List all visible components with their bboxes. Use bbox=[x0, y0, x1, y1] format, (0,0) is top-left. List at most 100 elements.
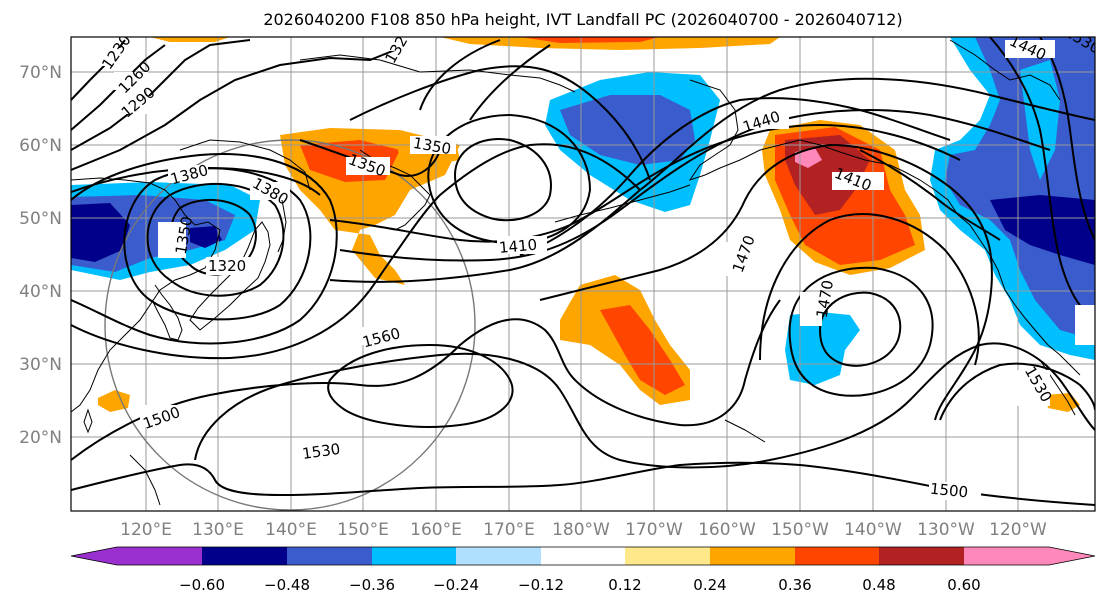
contour-low-west-2 bbox=[146, 182, 285, 297]
contour-label-1320-low: 1320 bbox=[208, 257, 246, 275]
contour-1320-north bbox=[71, 49, 396, 171]
lon-label-130e: 130°E bbox=[192, 520, 244, 540]
contour-low-bering-1 bbox=[453, 138, 552, 222]
contour-low-west-4 bbox=[71, 153, 338, 345]
colorbar-segment-10 bbox=[964, 547, 1095, 565]
lon-label-150e: 150°E bbox=[337, 520, 389, 540]
colorbar-outline bbox=[70, 546, 1096, 566]
ivt-shading bbox=[71, 37, 1095, 412]
contour-low-bering-2 bbox=[427, 113, 592, 245]
ivt-negative-subtropical bbox=[785, 312, 860, 385]
lat-label-20: 20°N bbox=[19, 428, 62, 448]
colorbar-tick-8: 0.48 bbox=[862, 576, 895, 594]
colorbar-segment-5 bbox=[541, 547, 625, 565]
coast-okhotsk bbox=[179, 139, 311, 191]
lat-label-50: 50°N bbox=[19, 209, 62, 229]
contour-label-1470-mid: 1470 bbox=[729, 233, 759, 275]
contour-label-1530-west: 1530 bbox=[301, 440, 341, 463]
contour-1290 bbox=[71, 39, 251, 151]
range-ring bbox=[104, 139, 476, 511]
colorbar-ticks: −0.60 −0.48 −0.36 −0.24 −0.12 0.12 0.24 … bbox=[179, 576, 981, 594]
lon-label-140e: 140°E bbox=[265, 520, 317, 540]
contour-label-1470-high: 1470 bbox=[813, 279, 837, 320]
contour-ne-2 bbox=[1039, 37, 1095, 241]
coast-asia bbox=[71, 177, 221, 413]
lat-label-30: 30°N bbox=[19, 355, 62, 375]
coast-japan bbox=[189, 221, 271, 331]
contour-1470 bbox=[539, 143, 993, 421]
lon-label-170e: 170°E bbox=[483, 520, 535, 540]
contour-1560 bbox=[327, 343, 514, 428]
lon-label-120e: 120°E bbox=[120, 520, 172, 540]
contour-1440 bbox=[519, 97, 951, 256]
ivt-negative-northamerica-3 bbox=[990, 195, 1095, 265]
contour-ridge-1 bbox=[759, 213, 980, 366]
colorbar-tick-9: 0.60 bbox=[947, 576, 980, 594]
map-title: 2026040200 F108 850 hPa height, IVT Land… bbox=[263, 10, 902, 29]
lon-label-130w: 130°W bbox=[917, 520, 975, 540]
coast-canada-north bbox=[949, 39, 1061, 101]
contour-trough-5 bbox=[419, 39, 501, 111]
contour-trough-4 bbox=[349, 65, 651, 181]
contour-1530-west bbox=[194, 342, 1095, 469]
lat-label-60: 60°N bbox=[19, 136, 62, 156]
colorbar-tick-0: −0.60 bbox=[179, 576, 225, 594]
colorbar-segment-4 bbox=[456, 547, 541, 565]
height-contours bbox=[71, 37, 1095, 506]
ivt-positive-arctic-core bbox=[520, 37, 660, 43]
coast-korea bbox=[151, 284, 183, 341]
ivt-negative-bering-2 bbox=[560, 95, 695, 165]
colorbar-tick-2: −0.36 bbox=[349, 576, 395, 594]
contour-label-bg bbox=[96, 37, 1095, 500]
contour-trough-3 bbox=[329, 77, 1095, 283]
colorbar-tick-6: 0.24 bbox=[693, 576, 726, 594]
contour-label-1410: 1410 bbox=[498, 236, 538, 257]
contour-trough-6 bbox=[469, 44, 551, 121]
contour-ne-1 bbox=[989, 37, 1095, 321]
lon-label-120w: 120°W bbox=[989, 520, 1047, 540]
lon-label-160w: 160°W bbox=[698, 520, 756, 540]
coast-siberia-north bbox=[299, 54, 576, 93]
colorbar-segment-8 bbox=[795, 547, 879, 565]
longitude-labels: 120°E 130°E 140°E 150°E 160°E 170°E 180°… bbox=[120, 520, 1047, 540]
colorbar-segment-9 bbox=[879, 547, 964, 565]
contour-1500-west bbox=[71, 299, 781, 461]
colorbar-segment-0 bbox=[71, 547, 202, 565]
coast-alaska bbox=[688, 79, 959, 216]
map-area: 1230 1260 1290 1320 1350 1380 1380 1350 … bbox=[71, 37, 1095, 511]
colorbar-segment-2 bbox=[287, 547, 372, 565]
lon-label-160e: 160°E bbox=[410, 520, 462, 540]
coast-hawaii bbox=[724, 419, 766, 443]
lon-label-170w: 170°W bbox=[625, 520, 683, 540]
coast-bc bbox=[957, 214, 1081, 376]
lat-label-40: 40°N bbox=[19, 282, 62, 302]
coast-philippines bbox=[129, 454, 161, 506]
colorbar-tick-7: 0.36 bbox=[778, 576, 811, 594]
contour-low-west-5 bbox=[71, 143, 641, 360]
contour-1350 bbox=[299, 139, 441, 177]
lat-label-70: 70°N bbox=[19, 63, 62, 83]
contour-1380 bbox=[71, 166, 321, 196]
coast-taiwan bbox=[83, 408, 93, 434]
contour-1500-south bbox=[71, 461, 1095, 506]
colorbar-segment-7 bbox=[710, 547, 795, 565]
contour-low-west-3 bbox=[123, 167, 312, 321]
ivt-positive-goa-4 bbox=[795, 148, 822, 168]
ivt-positive-midpacific-2 bbox=[600, 305, 685, 395]
colorbar-tick-4: −0.12 bbox=[518, 576, 564, 594]
ivt-positive-arctic bbox=[440, 37, 780, 50]
contour-label-1500-south: 1500 bbox=[929, 480, 969, 502]
colorbar-segment-3 bbox=[372, 547, 456, 565]
map-frame bbox=[70, 36, 1096, 512]
colorbar-segment-6 bbox=[625, 547, 710, 565]
ivt-negative-west-4 bbox=[190, 226, 222, 248]
colorbar-segment-1 bbox=[202, 547, 287, 565]
latitude-labels: 70°N 60°N 50°N 40°N 30°N 20°N bbox=[19, 63, 62, 448]
contour-trough-2 bbox=[339, 109, 1051, 262]
contour-1530-east bbox=[939, 362, 1095, 421]
colorbar-tick-3: −0.24 bbox=[433, 576, 479, 594]
contour-trough-1 bbox=[329, 123, 961, 243]
colorbar bbox=[70, 546, 1096, 566]
